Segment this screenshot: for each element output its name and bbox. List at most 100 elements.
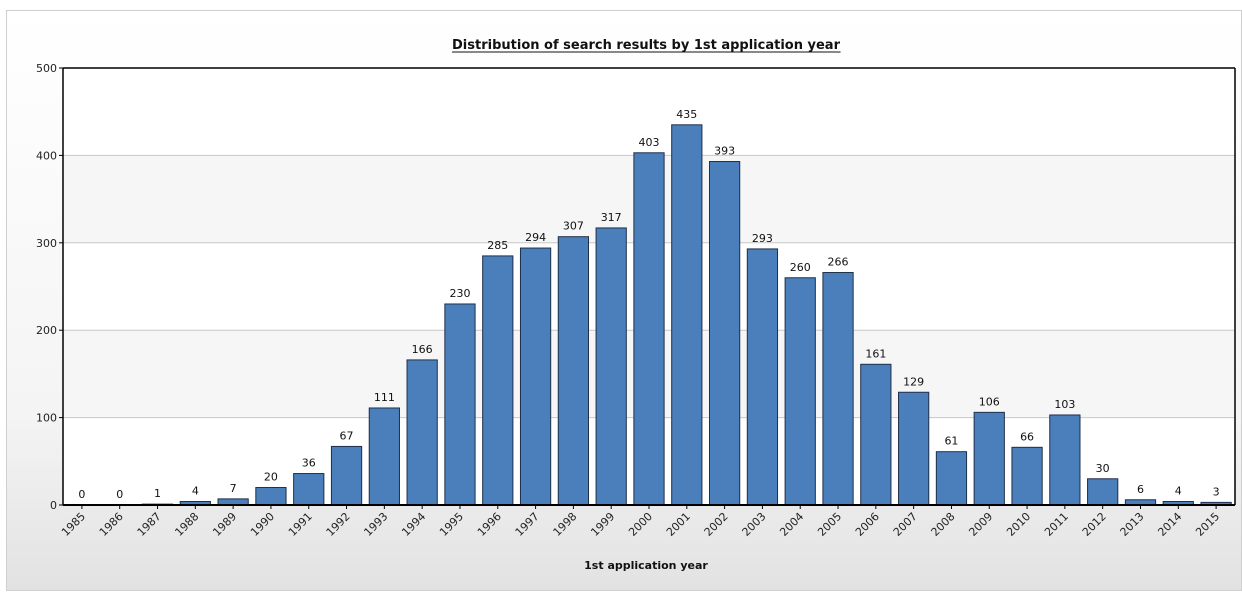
value-label-2006: 161 (865, 347, 886, 360)
value-label-2014: 4 (1175, 485, 1182, 498)
x-tick-label-2013: 2013 (1118, 510, 1147, 539)
bar-2007 (898, 391, 930, 506)
x-tick-label-1997: 1997 (513, 510, 542, 539)
x-tick-label-2002: 2002 (702, 510, 731, 539)
value-label-2009: 106 (979, 395, 1000, 408)
value-label-2015: 3 (1213, 485, 1220, 498)
y-tick-labels-group: 0 100 200 300 400 500 (36, 62, 63, 512)
x-tick-label-2012: 2012 (1080, 510, 1109, 539)
y-tick-label-400: 400 (36, 149, 57, 162)
value-label-1995: 230 (449, 287, 470, 300)
bar-1996 (482, 255, 514, 506)
value-label-2005: 266 (828, 256, 849, 269)
value-label-1986: 0 (116, 488, 123, 501)
bar-2010 (1011, 446, 1043, 506)
x-tick-label-2003: 2003 (740, 510, 769, 539)
x-tick-label-2000: 2000 (626, 510, 655, 539)
value-label-2012: 30 (1096, 462, 1110, 475)
x-tick-label-2008: 2008 (929, 510, 958, 539)
bar-1990 (255, 487, 287, 506)
chart-title: Distribution of search results by 1st ap… (452, 38, 841, 53)
bar-1999 (595, 227, 627, 506)
value-label-1990: 20 (264, 471, 278, 484)
value-label-1985: 0 (78, 488, 85, 501)
value-labels-group: 0 0 1 4 720366711116623028529430731740343539… (78, 108, 1219, 501)
bar-2000 (633, 152, 665, 506)
bar-1991 (293, 473, 325, 506)
x-tick-label-1989: 1989 (210, 510, 239, 539)
bar-2009 (973, 411, 1005, 506)
x-tick-label-1985: 1985 (59, 510, 88, 539)
x-tick-label-1987: 1987 (135, 510, 164, 539)
x-tick-label-1993: 1993 (361, 510, 390, 539)
bar-2004 (784, 277, 816, 506)
bar-chart: 0 0 1 4 720366711116623028529430731740343539… (36, 38, 1236, 572)
x-tick-label-2007: 2007 (891, 510, 920, 539)
value-label-2008: 61 (944, 435, 958, 448)
bar-2012 (1087, 478, 1119, 506)
x-tick-label-2011: 2011 (1042, 510, 1071, 539)
value-label-1991: 36 (302, 457, 316, 470)
bar-2005 (822, 272, 854, 506)
bar-1994 (406, 359, 438, 506)
y-tick-label-500: 500 (36, 62, 57, 75)
value-label-2004: 260 (790, 261, 811, 274)
x-tick-label-2006: 2006 (853, 510, 882, 539)
bar-2006 (860, 363, 892, 506)
x-tick-label-2004: 2004 (777, 510, 806, 539)
value-label-1999: 317 (601, 211, 622, 224)
value-label-1997: 294 (525, 231, 546, 244)
value-label-1994: 166 (412, 343, 433, 356)
y-tick-label-0: 0 (50, 499, 57, 512)
bar-1997 (519, 247, 552, 506)
value-label-2000: 403 (639, 136, 660, 149)
chart-container: 0 0 1 4 7 20 36 67 111 166 230 285 294 307 317 403 435 39… (6, 10, 1242, 591)
x-tick-labels-group: 1985 1986 1987 1988 1989 1990 1991 1992 1993 1994… (59, 505, 1222, 539)
value-label-2010: 66 (1020, 430, 1034, 443)
x-tick-label-1995: 1995 (437, 510, 466, 539)
x-tick-label-2009: 2009 (966, 510, 995, 539)
x-tick-label-2015: 2015 (1193, 510, 1222, 539)
x-tick-label-1991: 1991 (286, 510, 315, 539)
bar-2003 (746, 248, 779, 506)
x-tick-label-1999: 1999 (588, 510, 617, 539)
value-label-1989: 7 (230, 482, 237, 495)
x-tick-label-2001: 2001 (664, 510, 693, 539)
value-label-2001: 435 (676, 108, 697, 121)
x-tick-label-1992: 1992 (324, 510, 353, 539)
value-label-1988: 4 (192, 485, 199, 498)
bar-1995 (444, 303, 476, 506)
plot-band (63, 68, 1235, 156)
value-label-2013: 6 (1137, 483, 1144, 496)
value-label-1992: 67 (340, 429, 354, 442)
value-label-1996: 285 (487, 239, 508, 252)
value-label-1998: 307 (563, 220, 584, 233)
x-tick-label-1988: 1988 (172, 510, 201, 539)
bar-1992 (330, 445, 363, 506)
x-tick-label-2005: 2005 (815, 510, 844, 539)
x-tick-label-1990: 1990 (248, 510, 277, 539)
bar-2001 (671, 124, 703, 506)
bar-1993 (368, 407, 400, 506)
x-tick-label-1996: 1996 (475, 510, 504, 539)
bar-2008 (935, 451, 968, 506)
bar-2011 (1049, 414, 1081, 506)
bar-1998 (557, 236, 590, 506)
x-tick-label-2010: 2010 (1004, 510, 1033, 539)
y-tick-label-300: 300 (36, 237, 57, 250)
value-label-2002: 393 (714, 145, 735, 158)
value-label-1993: 111 (374, 391, 395, 404)
x-tick-label-2014: 2014 (1155, 510, 1184, 539)
value-label-2007: 129 (903, 375, 924, 388)
value-label-2011: 103 (1054, 398, 1075, 411)
x-tick-label-1998: 1998 (551, 510, 580, 539)
bars-group (141, 124, 1232, 506)
bar-2002 (708, 161, 741, 506)
x-axis-title: 1st application year (584, 559, 708, 572)
x-tick-label-1986: 1986 (97, 510, 126, 539)
x-tick-label-1994: 1994 (399, 510, 428, 539)
value-label-2003: 293 (752, 232, 773, 245)
y-tick-label-200: 200 (36, 324, 57, 337)
y-tick-label-100: 100 (36, 412, 57, 425)
value-label-1987: 1 (154, 487, 161, 500)
